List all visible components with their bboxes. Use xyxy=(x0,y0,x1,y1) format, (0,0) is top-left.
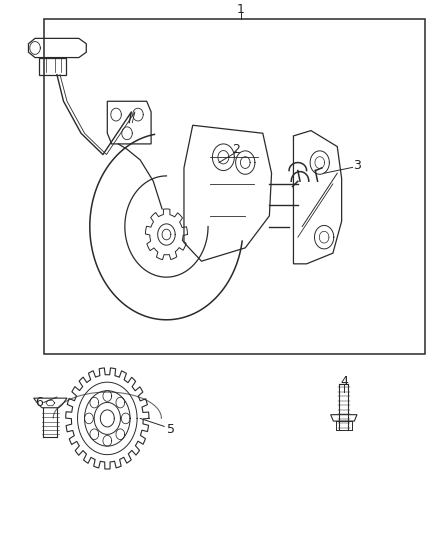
Text: 6: 6 xyxy=(35,396,43,409)
Text: 1: 1 xyxy=(237,3,245,16)
Text: 2: 2 xyxy=(233,143,240,156)
Text: 5: 5 xyxy=(167,423,175,435)
Text: 3: 3 xyxy=(353,159,361,172)
Bar xyxy=(44,19,425,354)
Text: 4: 4 xyxy=(340,375,348,387)
